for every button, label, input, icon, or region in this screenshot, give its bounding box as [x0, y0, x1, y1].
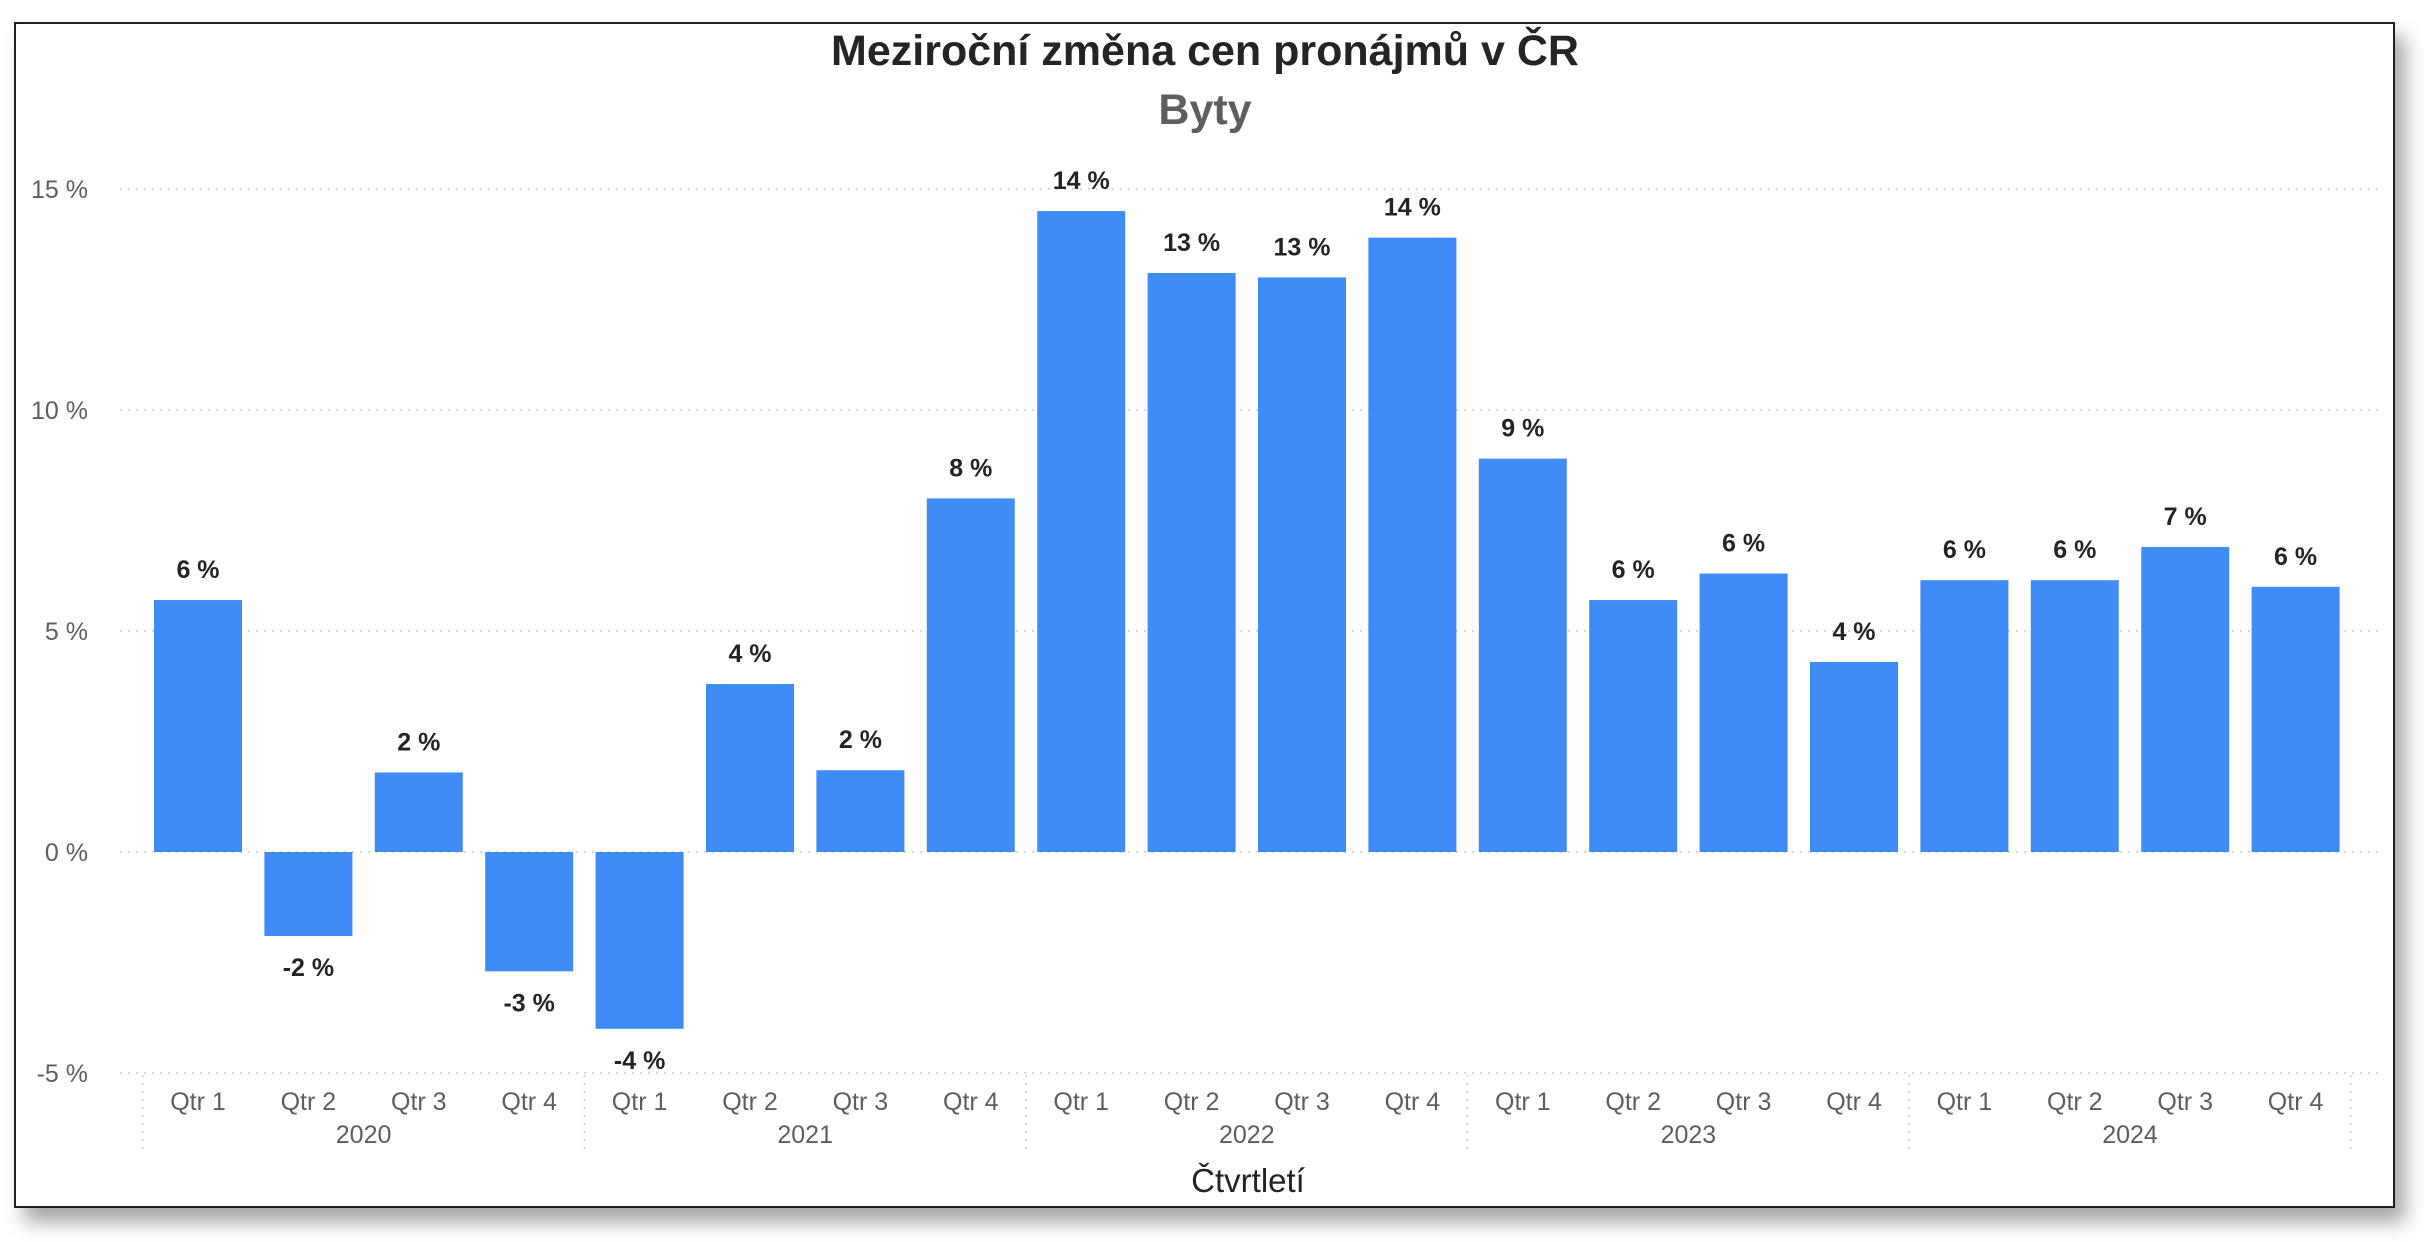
- y-axis: 15 % 10 % 5 % 0 % -5 %: [31, 176, 88, 1088]
- bar: [2141, 547, 2230, 852]
- data-label: 6 %: [176, 556, 219, 584]
- x-tick-label: Qtr 2: [281, 1088, 337, 1116]
- data-label: -3 %: [503, 989, 554, 1017]
- x-axis-title: Čtvrtletí: [1191, 1162, 1305, 1199]
- bar: [154, 600, 242, 852]
- data-label: 6 %: [2274, 543, 2317, 571]
- x-tick-label: Qtr 3: [833, 1088, 889, 1116]
- bar: [2251, 586, 2340, 852]
- x-tick-label: Qtr 1: [1495, 1088, 1551, 1116]
- bar: [1810, 661, 1898, 852]
- x-group-label: 2022: [1219, 1121, 1275, 1149]
- data-label: -2 %: [283, 954, 334, 982]
- x-tick-label: Qtr 1: [612, 1088, 668, 1116]
- bar: [1589, 600, 1678, 852]
- x-tick-label: Qtr 4: [501, 1088, 557, 1116]
- x-tick-label: Qtr 2: [1605, 1088, 1661, 1116]
- bar: [1478, 458, 1567, 852]
- x-tick-label: Qtr 3: [1274, 1088, 1330, 1116]
- x-tick-label: Qtr 3: [391, 1088, 447, 1116]
- bar: [264, 852, 353, 936]
- bars: [154, 211, 2340, 1029]
- chart-title: Meziroční změna cen pronájmů v ČR: [831, 26, 1579, 75]
- data-label: 4 %: [1832, 618, 1875, 646]
- x-group-label: 2024: [2102, 1121, 2158, 1149]
- data-label: 14 %: [1053, 167, 1110, 195]
- bar: [2030, 580, 2119, 852]
- x-axis: Qtr 1 Qtr 2 Qtr 3 Qtr 4 Qtr 1 Qtr 2 Qtr 3 Qtr 4…: [142, 1075, 2352, 1152]
- bar: [374, 772, 463, 852]
- x-tick-label: Qtr 2: [2047, 1088, 2103, 1116]
- data-label: 6 %: [2053, 536, 2096, 564]
- x-tick-label: Qtr 4: [1826, 1088, 1882, 1116]
- x-tick-label: Qtr 4: [943, 1088, 999, 1116]
- data-label: 9 %: [1501, 415, 1544, 443]
- x-tick-label: Qtr 2: [1164, 1088, 1220, 1116]
- bar: [816, 770, 905, 852]
- y-tick-label: 10 %: [31, 397, 88, 425]
- x-group-label: 2021: [777, 1121, 833, 1149]
- bar: [1258, 277, 1346, 852]
- bar: [595, 852, 684, 1029]
- chart-subtitle: Byty: [1158, 86, 1251, 134]
- x-tick-label: Qtr 1: [1937, 1088, 1993, 1116]
- y-tick-label: 15 %: [31, 176, 88, 204]
- x-tick-label: Qtr 2: [722, 1088, 778, 1116]
- x-tick-label: Qtr 4: [2268, 1088, 2324, 1116]
- x-group-label: 2023: [1661, 1121, 1717, 1149]
- data-label: 6 %: [1612, 556, 1655, 584]
- data-label: 2 %: [397, 728, 440, 756]
- bar: [706, 684, 794, 852]
- y-tick-label: 5 %: [45, 618, 88, 646]
- y-tick-label: 0 %: [45, 839, 88, 867]
- bar: [1147, 272, 1236, 853]
- x-group-label: 2020: [336, 1121, 392, 1149]
- x-tick-label: Qtr 1: [170, 1088, 226, 1116]
- bar: [1037, 211, 1126, 853]
- bar: [485, 852, 574, 972]
- data-label: -4 %: [614, 1047, 665, 1075]
- data-label: 13 %: [1163, 229, 1220, 257]
- x-tick-label: Qtr 4: [1385, 1088, 1441, 1116]
- data-label: 6 %: [1722, 530, 1765, 558]
- data-label: 8 %: [949, 454, 992, 482]
- y-tick-label: -5 %: [37, 1060, 88, 1088]
- data-label: 7 %: [2164, 503, 2207, 531]
- x-tick-label: Qtr 3: [2157, 1088, 2213, 1116]
- data-label: 13 %: [1274, 233, 1331, 261]
- data-label: 4 %: [728, 640, 771, 668]
- x-tick-label: Qtr 1: [1053, 1088, 1109, 1116]
- x-tick-label: Qtr 3: [1716, 1088, 1772, 1116]
- data-labels: 6 % -2 % 2 % -3 % -4 % 4 % 2 % 8 % 14 % 13 % 13 % 1…: [176, 167, 2317, 1075]
- bar: [1368, 237, 1457, 852]
- bar: [1920, 580, 2009, 852]
- data-label: 6 %: [1943, 536, 1986, 564]
- data-label: 14 %: [1384, 194, 1441, 222]
- bar: [926, 498, 1015, 852]
- bar: [1699, 573, 1788, 852]
- data-label: 2 %: [839, 726, 882, 754]
